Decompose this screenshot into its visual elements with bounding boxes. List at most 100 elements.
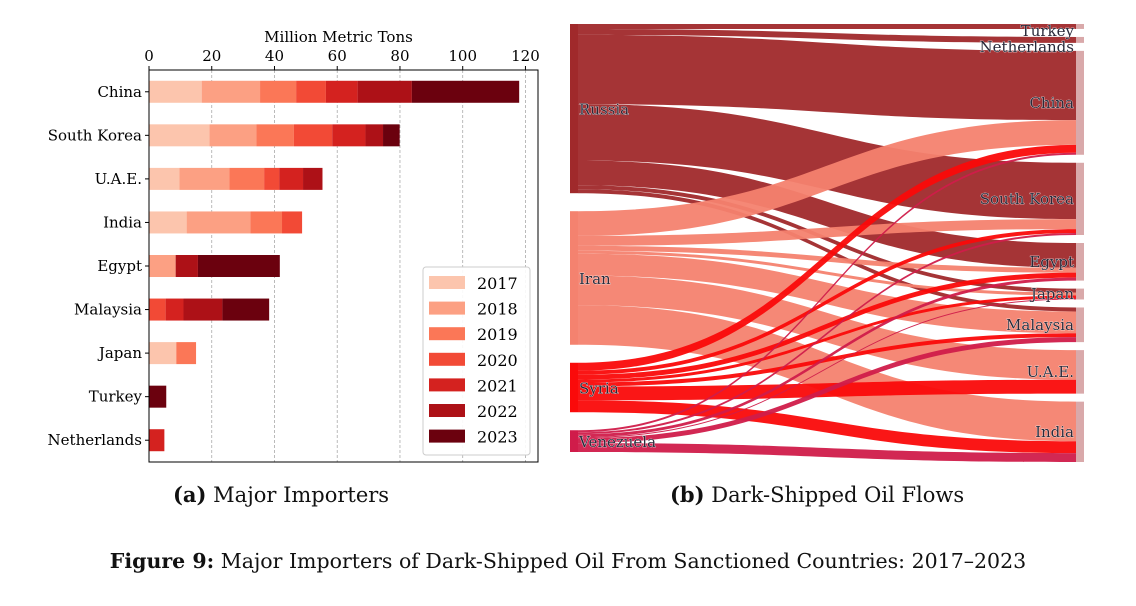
- legend-label: 2020: [477, 351, 518, 370]
- flow-iran-china: [578, 120, 1076, 236]
- bar-segment-u-a-e--2019: [229, 167, 265, 190]
- x-tick-label: 100: [448, 47, 477, 65]
- flow-russia-netherlands: [578, 28, 1076, 43]
- target-label: U.A.E.: [1027, 363, 1074, 381]
- bar-segment-u-a-e--2017: [149, 167, 180, 190]
- source-node-iran: [570, 211, 578, 345]
- bar-segment-japan-2017: [149, 342, 177, 365]
- figure-label: Figure 9:: [109, 549, 215, 573]
- target-label: Malaysia: [1006, 316, 1074, 334]
- flow-syria-japan: [578, 295, 1076, 383]
- legend-label: 2017: [477, 274, 518, 293]
- bar-segment-china-2022: [357, 80, 412, 103]
- flow-iran-india: [578, 305, 1076, 442]
- legend-label: 2023: [477, 428, 518, 447]
- flow-syria-india: [578, 400, 1076, 454]
- target-node: [1076, 288, 1084, 300]
- flow-syria-china: [578, 144, 1076, 371]
- bar-segment-south-korea-2017: [149, 124, 210, 147]
- bar-segment-south-korea-2019: [256, 124, 294, 147]
- target-node: [1076, 307, 1084, 343]
- legend-label: 2019: [477, 325, 518, 344]
- bar-segment-malaysia-2020: [149, 298, 166, 321]
- y-tick-label: Egypt: [97, 257, 142, 275]
- caption-a: (a) Major Importers: [173, 482, 389, 507]
- y-tick-label: U.A.E.: [95, 170, 142, 188]
- legend-label: 2018: [477, 300, 518, 319]
- bar-segment-turkey-2023: [149, 385, 167, 408]
- bar-segment-u-a-e--2022: [303, 167, 323, 190]
- caption-a-label: (a): [173, 482, 207, 507]
- bar-segment-egypt-2022: [175, 255, 198, 277]
- y-tick-label: China: [97, 83, 142, 101]
- figure-caption: Figure 9: Major Importers of Dark-Shippe…: [0, 549, 1136, 573]
- source-node-russia: [570, 24, 578, 194]
- bar-segment-china-2019: [260, 80, 297, 103]
- x-tick-label: 40: [265, 47, 284, 65]
- flow-venezuela-malaysia: [578, 337, 1076, 444]
- bar-segment-south-korea-2021: [332, 124, 366, 147]
- flow-syria-south-korea: [578, 229, 1076, 375]
- bar-segment-south-korea-2020: [293, 124, 333, 147]
- flow-russia-south-korea: [578, 104, 1076, 220]
- y-tick-label: Malaysia: [74, 301, 142, 319]
- bar-segment-egypt-2023: [197, 255, 280, 277]
- target-label: China: [1029, 94, 1074, 112]
- flow-iran-japan: [578, 250, 1076, 296]
- bar-segment-japan-2019: [176, 342, 197, 365]
- legend-swatch: [429, 429, 465, 443]
- bar-segment-china-2018: [201, 80, 261, 103]
- legend-swatch: [429, 276, 465, 289]
- y-tick-label: Netherlands: [48, 431, 142, 449]
- target-node: [1076, 50, 1084, 155]
- y-tick-label: Japan: [97, 344, 143, 362]
- bar-segment-malaysia-2023: [222, 298, 270, 321]
- bar-segment-u-a-e--2018: [179, 167, 230, 190]
- bar-segment-netherlands-2021: [149, 429, 165, 452]
- target-label: Japan: [1029, 285, 1075, 303]
- bar-segment-south-korea-2022: [365, 124, 384, 147]
- target-node: [1076, 401, 1084, 462]
- source-node-syria: [570, 362, 578, 413]
- x-tick-label: 80: [390, 47, 409, 65]
- target-label: South Korea: [980, 190, 1074, 208]
- bar-segment-south-korea-2018: [209, 124, 257, 147]
- source-label: Venezuela: [578, 433, 656, 451]
- target-node: [1076, 24, 1084, 29]
- flow-russia-malaysia: [578, 189, 1076, 312]
- bar-segment-india-2019: [250, 211, 283, 234]
- legend-swatch: [429, 352, 465, 366]
- bar-segment-china-2023: [411, 80, 520, 103]
- flow-russia-turkey: [578, 24, 1076, 29]
- y-tick-label: South Korea: [48, 126, 142, 144]
- target-node: [1076, 36, 1084, 43]
- target-node: [1076, 162, 1084, 235]
- legend-label: 2021: [477, 376, 518, 395]
- legend-swatch: [429, 378, 465, 392]
- bar-segment-india-2018: [186, 211, 251, 234]
- bar-segment-u-a-e--2020: [264, 167, 280, 190]
- flow-syria-malaysia: [578, 333, 1076, 387]
- source-node-venezuela: [570, 430, 578, 452]
- y-tick-label: India: [103, 213, 142, 231]
- flow-venezuela-egypt: [578, 277, 1076, 438]
- bar-segment-china-2017: [149, 80, 202, 103]
- source-label: Russia: [579, 101, 629, 119]
- x-tick-label: 120: [511, 47, 540, 65]
- flow-venezuela-china: [578, 152, 1076, 433]
- x-axis-label: Million Metric Tons: [264, 28, 413, 46]
- bar-segment-china-2020: [296, 80, 326, 103]
- bar-segment-south-korea-2023: [383, 124, 400, 147]
- bar-segment-india-2020: [282, 211, 303, 234]
- flow-venezuela-india: [578, 443, 1076, 462]
- target-label: Egypt: [1029, 253, 1074, 271]
- target-label: India: [1035, 423, 1074, 441]
- caption-b-text: Dark-Shipped Oil Flows: [711, 483, 965, 507]
- bar-segment-egypt-2018: [149, 255, 176, 277]
- x-tick-label: 0: [144, 47, 154, 65]
- figure-text: Major Importers of Dark-Shipped Oil From…: [220, 549, 1027, 573]
- flow-iran-south-korea: [578, 219, 1076, 246]
- bar-segment-malaysia-2022: [183, 298, 223, 321]
- legend-swatch: [429, 404, 465, 417]
